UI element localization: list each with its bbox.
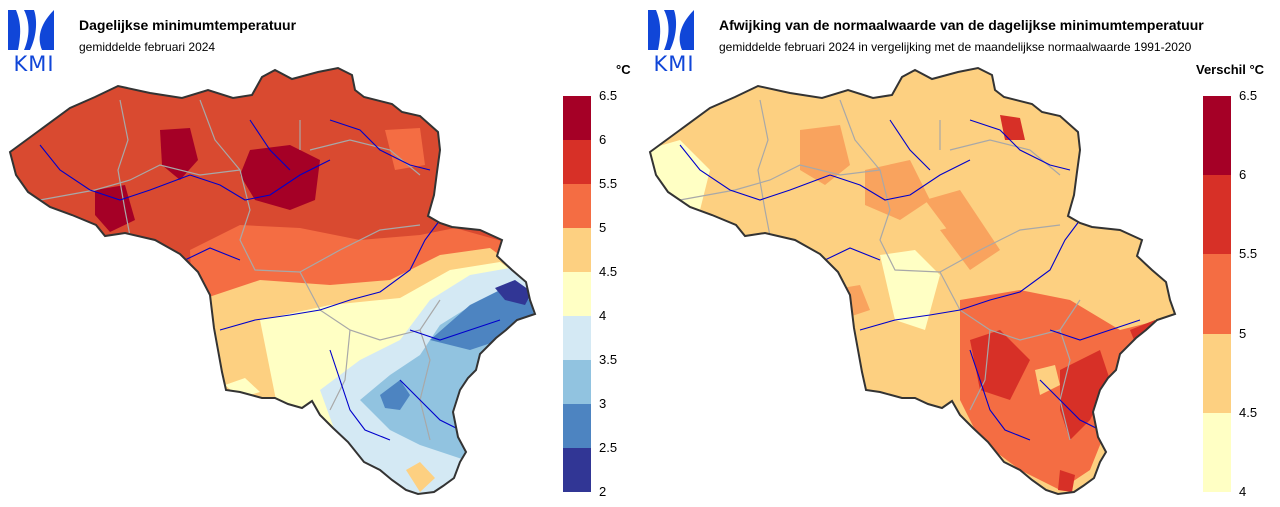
legend-swatch bbox=[563, 96, 591, 140]
legend-tick-label: 5.5 bbox=[1239, 246, 1258, 262]
legend-swatch bbox=[563, 404, 591, 448]
map-subtitle: gemiddelde februari 2024 in vergelijking… bbox=[719, 40, 1192, 54]
legend-swatch bbox=[1203, 175, 1231, 255]
legend-tick-label: 6 bbox=[1239, 167, 1247, 183]
legend-tick-label: 3 bbox=[599, 396, 607, 411]
anomaly-fill-layer bbox=[650, 68, 1175, 494]
legend-tick-label: 6.5 bbox=[1239, 88, 1258, 103]
legend-tick-label: 5.5 bbox=[599, 176, 618, 191]
color-legend: 6.5 6 5.5 5 4.5 4 bbox=[1203, 88, 1257, 499]
legend-tick-label: 6 bbox=[599, 132, 607, 147]
legend-unit: °C bbox=[616, 62, 631, 77]
kmi-logo: KMI bbox=[6, 6, 58, 76]
legend-tick-label: 5 bbox=[599, 220, 607, 235]
legend-swatch bbox=[1203, 254, 1231, 334]
legend-swatch bbox=[563, 140, 591, 184]
legend-tick-label: 4.5 bbox=[1239, 404, 1258, 420]
legend-swatch bbox=[1203, 333, 1231, 413]
min-temperature-map-panel: KMI Dagelijkse minimumtemperatuur gemidd… bbox=[6, 6, 631, 499]
legend-tick-label: 4.5 bbox=[599, 264, 618, 279]
legend-swatch bbox=[1203, 412, 1231, 492]
kmi-logo-icon bbox=[648, 10, 694, 50]
belgium-anomaly-map bbox=[649, 67, 1176, 495]
legend-tick-label: 2.5 bbox=[599, 440, 618, 455]
legend-unit: Verschil °C bbox=[1196, 62, 1265, 77]
legend-tick-label: 4 bbox=[1239, 484, 1247, 499]
legend-swatch bbox=[1203, 96, 1231, 176]
legend-swatch bbox=[563, 360, 591, 404]
province-borders bbox=[39, 99, 441, 441]
legend-tick-label: 5 bbox=[1239, 325, 1247, 341]
kmi-logo-icon bbox=[8, 10, 54, 50]
color-legend: 6.5 6 5.5 5 4.5 4 3.5 3 2.5 2 bbox=[563, 88, 617, 499]
map-subtitle: gemiddelde februari 2024 bbox=[79, 40, 216, 54]
map-title: Dagelijkse minimumtemperatuur bbox=[79, 17, 297, 33]
anomaly-map-panel: KMI Afwijking van de normaalwaarde van d… bbox=[640, 0, 1280, 507]
kmi-logo-text: KMI bbox=[13, 52, 55, 76]
belgium-min-temperature-map bbox=[9, 67, 536, 495]
legend-swatch bbox=[563, 184, 591, 228]
kmi-logo: KMI bbox=[646, 6, 698, 76]
rivers bbox=[679, 119, 1141, 441]
legend-tick-label: 6.5 bbox=[599, 88, 618, 103]
legend-swatch bbox=[563, 272, 591, 316]
legend-tick-label: 3.5 bbox=[599, 352, 618, 367]
temperature-fill-layer bbox=[10, 68, 535, 494]
legend-tick-label: 2 bbox=[599, 484, 607, 499]
legend-swatch bbox=[563, 448, 591, 492]
legend-tick-label: 4 bbox=[599, 308, 607, 323]
legend-swatch bbox=[563, 228, 591, 272]
map-title: Afwijking van de normaalwaarde van de da… bbox=[719, 17, 1204, 33]
legend-swatch bbox=[563, 316, 591, 360]
kmi-logo-text: KMI bbox=[653, 52, 695, 76]
